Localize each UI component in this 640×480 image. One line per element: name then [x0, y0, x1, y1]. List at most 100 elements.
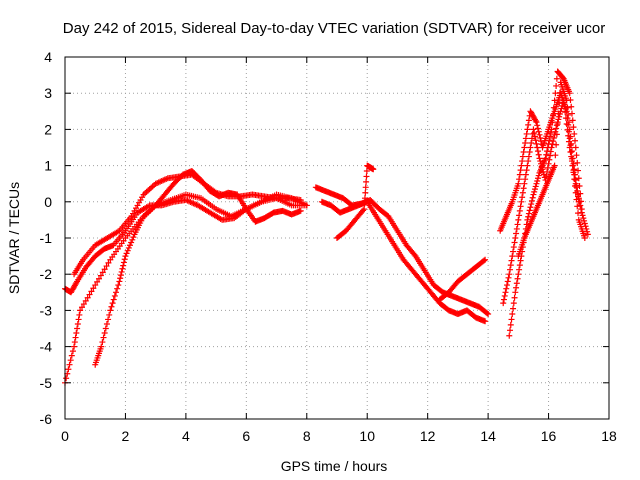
data-point — [575, 198, 582, 205]
data-point-interp — [522, 171, 529, 178]
data-point — [297, 196, 304, 203]
data-point-interp — [126, 242, 133, 249]
data-point-interp — [74, 325, 81, 332]
data-point-interp — [564, 104, 571, 111]
data-point-interp — [74, 320, 81, 327]
data-point-interp — [130, 234, 137, 241]
data-point-interp — [554, 120, 561, 127]
y-tick-label: -6 — [40, 411, 53, 427]
data-point-interp — [520, 185, 527, 192]
data-point-interp — [503, 285, 510, 292]
data-point-interp — [527, 144, 534, 151]
data-point-interp — [575, 167, 582, 174]
data-point-interp — [567, 133, 574, 140]
grid-layer — [65, 57, 609, 419]
data-point-interp — [117, 275, 124, 282]
data-point-interp — [124, 247, 131, 254]
data-point-interp — [571, 166, 578, 173]
data-point — [524, 162, 531, 169]
data-point-interp — [522, 139, 529, 146]
data-point-interp — [533, 180, 540, 187]
data-point-interp — [84, 294, 91, 301]
data-point-interp — [105, 316, 112, 323]
data-point-interp — [363, 168, 370, 175]
data-point-interp — [583, 225, 590, 232]
data-point — [122, 253, 129, 260]
data-point-interp — [573, 182, 580, 189]
data-point-interp — [528, 197, 535, 204]
data-point-interp — [544, 148, 551, 155]
data-point — [578, 206, 585, 213]
data-point-interp — [509, 311, 516, 318]
data-point — [572, 144, 579, 151]
data-point-interp — [516, 262, 523, 269]
data-point-interp — [534, 175, 541, 182]
data-point-interp — [501, 292, 508, 299]
y-tick-label: -1 — [40, 230, 53, 246]
data-point-interp — [550, 111, 557, 118]
data-point-interp — [534, 148, 541, 155]
x-tick-label: 8 — [303, 428, 311, 444]
x-tick-label: 0 — [61, 428, 69, 444]
data-point-interp — [525, 117, 532, 124]
y-tick-label: 0 — [44, 194, 52, 210]
data-point-interp — [537, 158, 544, 165]
data-point-interp — [72, 334, 79, 341]
data-point-interp — [518, 162, 525, 169]
data-point-interp — [552, 152, 559, 159]
series-arc-6 — [318, 198, 489, 325]
data-point-interp — [562, 115, 569, 122]
data-point-interp — [565, 111, 572, 118]
data-point — [506, 332, 513, 339]
x-tick-label: 4 — [182, 428, 190, 444]
data-point-interp — [534, 122, 541, 129]
data-point-interp — [549, 119, 556, 126]
y-tick-label: 3 — [44, 85, 52, 101]
data-point-interp — [519, 194, 526, 201]
data-point-interp — [545, 140, 552, 147]
data-point-interp — [528, 201, 535, 208]
data-point-interp — [574, 187, 581, 194]
data-point-interp — [507, 327, 514, 334]
data-point-interp — [510, 305, 517, 312]
data-point-interp — [513, 280, 520, 287]
data-point-interp — [546, 137, 553, 144]
data-point-interp — [117, 272, 124, 279]
data-point-interp — [526, 149, 533, 156]
series-arc-11 — [506, 68, 585, 339]
x-tick-label: 16 — [541, 428, 557, 444]
data-point-interp — [69, 348, 76, 355]
data-point-interp — [94, 278, 101, 285]
data-point-interp — [513, 284, 520, 291]
data-point-interp — [577, 202, 584, 209]
data-point-interp — [573, 152, 580, 159]
data-point-interp — [568, 103, 575, 110]
data-point-interp — [101, 266, 108, 273]
data-point-interp — [525, 213, 532, 220]
data-point-interp — [517, 257, 524, 264]
data-point-interp — [516, 207, 523, 214]
data-point-interp — [525, 158, 532, 165]
series-arc-4 — [92, 168, 304, 368]
data-point — [530, 126, 537, 133]
data-point-interp — [568, 110, 575, 117]
data-point-interp — [109, 300, 116, 307]
data-point — [297, 207, 304, 214]
x-tick-label: 2 — [122, 428, 130, 444]
data-point-interp — [507, 262, 514, 269]
data-point-interp — [553, 75, 560, 82]
data-point-interp — [569, 117, 576, 124]
series-arc-5 — [312, 184, 492, 318]
data-point-interp — [545, 160, 552, 167]
data-point-interp — [120, 259, 127, 266]
data-point-interp — [96, 275, 102, 282]
data-point — [569, 155, 576, 162]
data-point-interp — [108, 303, 115, 310]
data-point-interp — [507, 321, 514, 328]
data-point — [512, 235, 519, 241]
data-point-interp — [76, 311, 83, 318]
data-point-interp — [509, 253, 516, 260]
data-point-interp — [129, 236, 136, 243]
data-point-interp — [363, 178, 370, 185]
